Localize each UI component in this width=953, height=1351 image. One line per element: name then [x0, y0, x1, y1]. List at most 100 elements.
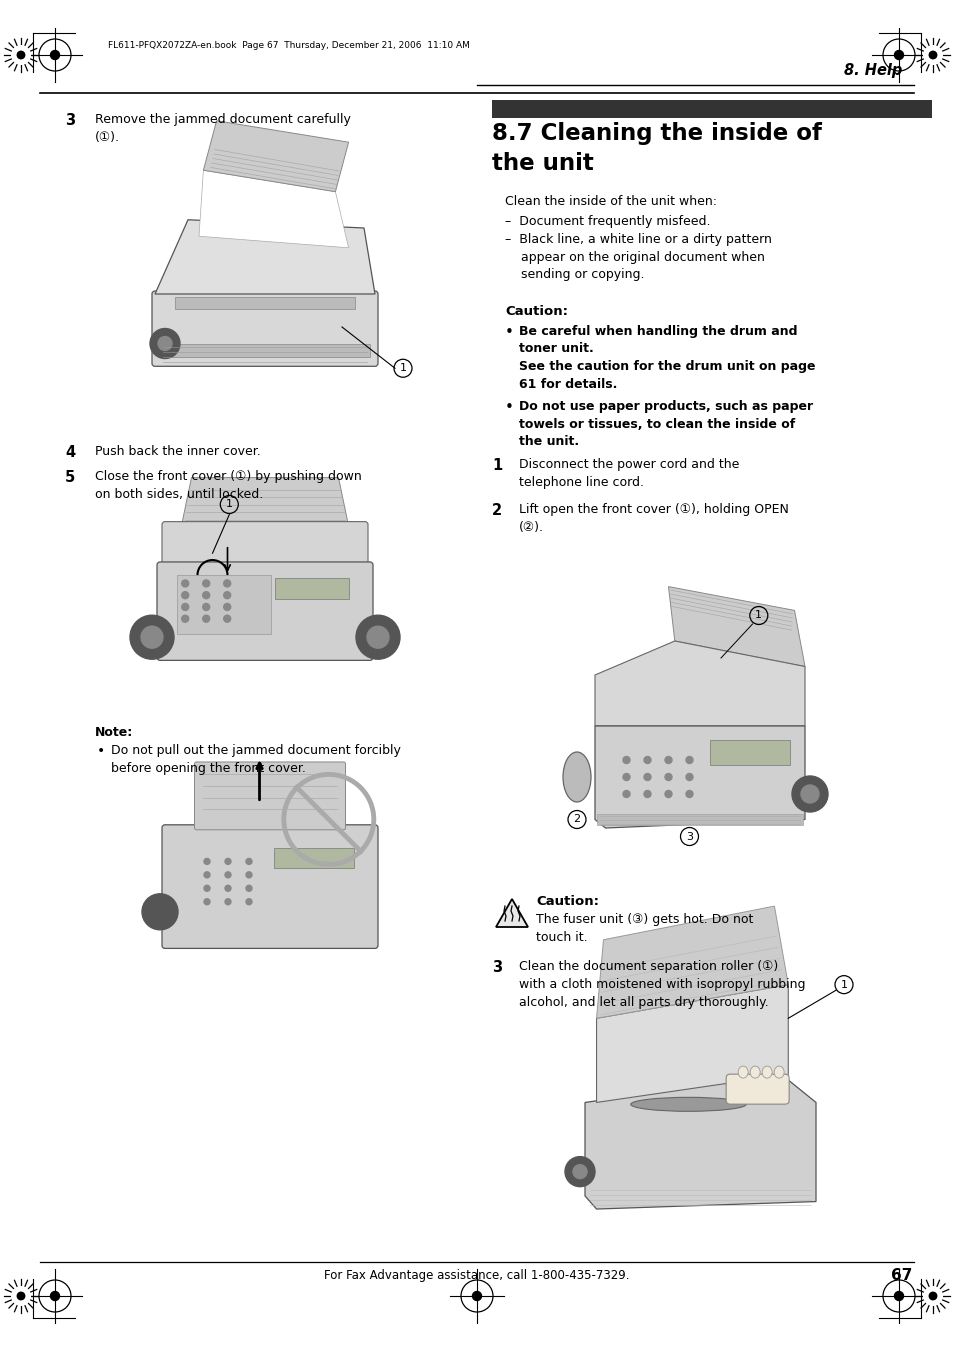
- Circle shape: [664, 774, 671, 781]
- Ellipse shape: [749, 1066, 760, 1078]
- Circle shape: [130, 615, 173, 659]
- Circle shape: [51, 50, 59, 59]
- Circle shape: [202, 615, 210, 623]
- Circle shape: [923, 46, 942, 65]
- Circle shape: [204, 858, 210, 865]
- Circle shape: [202, 604, 210, 611]
- Text: The fuser unit (③) gets hot. Do not
touch it.: The fuser unit (③) gets hot. Do not touc…: [536, 913, 753, 944]
- Circle shape: [181, 615, 189, 623]
- Circle shape: [17, 51, 25, 58]
- Polygon shape: [496, 898, 527, 927]
- Circle shape: [685, 757, 692, 763]
- Text: Clean the inside of the unit when:: Clean the inside of the unit when:: [504, 195, 717, 208]
- Text: 1: 1: [755, 611, 761, 620]
- Ellipse shape: [562, 753, 590, 802]
- Text: –  Document frequently misfeed.: – Document frequently misfeed.: [504, 215, 710, 228]
- Circle shape: [923, 1286, 942, 1305]
- Bar: [176, 576, 271, 634]
- Text: •: •: [504, 326, 514, 340]
- Text: Note:: Note:: [95, 725, 133, 739]
- Circle shape: [150, 328, 180, 358]
- Text: 2: 2: [492, 503, 501, 517]
- Circle shape: [622, 757, 629, 763]
- Circle shape: [801, 785, 818, 802]
- Circle shape: [181, 604, 189, 611]
- Circle shape: [928, 1293, 936, 1300]
- FancyBboxPatch shape: [162, 521, 368, 570]
- Circle shape: [181, 592, 189, 598]
- Text: Remove the jammed document carefully
(①).: Remove the jammed document carefully (①)…: [95, 113, 351, 145]
- Circle shape: [11, 1286, 30, 1305]
- Circle shape: [685, 790, 692, 797]
- Text: •: •: [97, 744, 105, 758]
- Circle shape: [928, 51, 936, 58]
- Circle shape: [17, 1293, 25, 1300]
- Circle shape: [202, 580, 210, 586]
- Text: 1: 1: [399, 363, 406, 373]
- Circle shape: [142, 894, 178, 929]
- Circle shape: [246, 898, 252, 905]
- Ellipse shape: [761, 1066, 771, 1078]
- Circle shape: [11, 46, 30, 65]
- Circle shape: [622, 790, 629, 797]
- Circle shape: [225, 858, 231, 865]
- Circle shape: [472, 1292, 481, 1301]
- Text: Do not pull out the jammed document forcibly
before opening the front cover.: Do not pull out the jammed document forc…: [111, 744, 400, 775]
- Polygon shape: [595, 725, 804, 828]
- Circle shape: [355, 615, 399, 659]
- Circle shape: [223, 615, 231, 623]
- Circle shape: [643, 774, 650, 781]
- Bar: [275, 578, 349, 598]
- Ellipse shape: [630, 1097, 745, 1112]
- Circle shape: [894, 50, 902, 59]
- Circle shape: [204, 871, 210, 878]
- Circle shape: [181, 580, 189, 586]
- Text: 1: 1: [492, 458, 501, 473]
- Circle shape: [643, 790, 650, 797]
- Circle shape: [664, 757, 671, 763]
- Text: Do not use paper products, such as paper
towels or tissues, to clean the inside : Do not use paper products, such as paper…: [518, 400, 812, 449]
- Circle shape: [643, 757, 650, 763]
- Text: For Fax Advantage assistance, call 1-800-435-7329.: For Fax Advantage assistance, call 1-800…: [324, 1270, 629, 1282]
- Circle shape: [158, 336, 172, 350]
- FancyBboxPatch shape: [157, 562, 373, 661]
- Bar: [710, 739, 789, 765]
- Circle shape: [573, 1165, 586, 1178]
- Text: Caution:: Caution:: [504, 305, 567, 317]
- Circle shape: [564, 1156, 595, 1186]
- FancyBboxPatch shape: [194, 762, 345, 830]
- Polygon shape: [596, 985, 787, 1102]
- Text: Caution:: Caution:: [536, 894, 598, 908]
- Text: 3: 3: [65, 113, 75, 128]
- Text: 1: 1: [840, 979, 846, 990]
- Circle shape: [685, 774, 692, 781]
- Circle shape: [894, 1292, 902, 1301]
- Text: Disconnect the power cord and the
telephone line cord.: Disconnect the power cord and the teleph…: [518, 458, 739, 489]
- Text: Be careful when handling the drum and
toner unit.
See the caution for the drum u: Be careful when handling the drum and to…: [518, 326, 815, 390]
- Ellipse shape: [738, 1066, 747, 1078]
- FancyBboxPatch shape: [162, 825, 377, 948]
- Circle shape: [367, 627, 389, 648]
- Text: 5: 5: [65, 470, 75, 485]
- Polygon shape: [199, 170, 348, 247]
- FancyBboxPatch shape: [152, 290, 377, 366]
- Text: Lift open the front cover (①), holding OPEN
(②).: Lift open the front cover (①), holding O…: [518, 503, 788, 534]
- Circle shape: [223, 592, 231, 598]
- Bar: [597, 815, 802, 824]
- Circle shape: [622, 774, 629, 781]
- Ellipse shape: [773, 1066, 783, 1078]
- Circle shape: [51, 1292, 59, 1301]
- Circle shape: [246, 871, 252, 878]
- Circle shape: [223, 580, 231, 586]
- Text: 1: 1: [226, 500, 233, 509]
- Text: 8.7 Cleaning the inside of: 8.7 Cleaning the inside of: [492, 122, 821, 145]
- Polygon shape: [203, 120, 348, 192]
- Text: FL611-PFQX2072ZA-en.book  Page 67  Thursday, December 21, 2006  11:10 AM: FL611-PFQX2072ZA-en.book Page 67 Thursda…: [108, 42, 470, 50]
- Polygon shape: [154, 220, 375, 295]
- Polygon shape: [596, 907, 787, 1019]
- Bar: [174, 297, 355, 309]
- Bar: [274, 848, 354, 869]
- Circle shape: [204, 885, 210, 892]
- Circle shape: [246, 858, 252, 865]
- Circle shape: [664, 790, 671, 797]
